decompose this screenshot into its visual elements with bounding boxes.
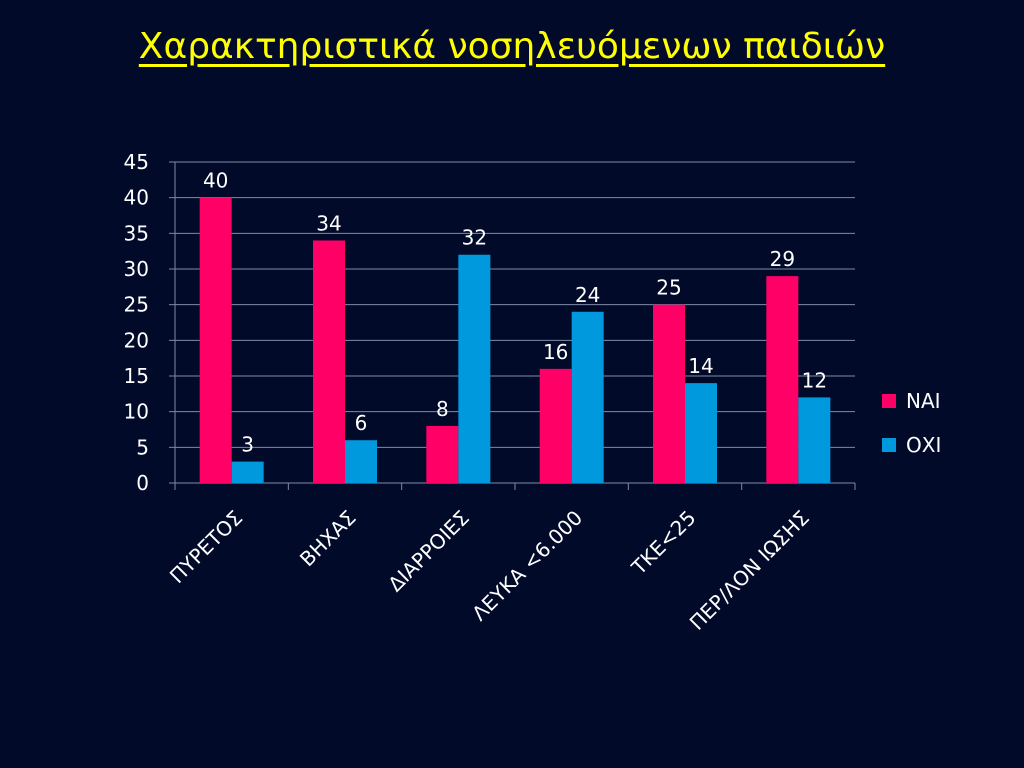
bar-oxi xyxy=(571,311,604,483)
data-label: 6 xyxy=(355,411,368,435)
y-tick-label: 40 xyxy=(124,186,149,210)
bar-nai xyxy=(426,425,459,483)
data-label: 32 xyxy=(462,226,487,250)
legend-label-oxi: ΟΧΙ xyxy=(906,433,941,457)
y-tick-label: 10 xyxy=(124,400,149,424)
data-label: 24 xyxy=(575,283,600,307)
category-label: ΠΕΡ/ΛΟΝ ΙΩΣΗΣ xyxy=(685,506,814,635)
y-tick-label: 15 xyxy=(124,364,149,388)
y-tick-label: 25 xyxy=(124,293,149,317)
bar-oxi xyxy=(231,461,264,483)
bar-oxi xyxy=(798,397,831,483)
slide-title: Χαρακτηριστικά νοσηλευόμενων παιδιών xyxy=(138,26,886,67)
category-label: ΠΥΡΕΤΟΣ xyxy=(165,506,247,588)
data-label: 14 xyxy=(688,354,713,378)
category-label: ΤΚΕ<25 xyxy=(626,506,700,580)
legend-swatch-oxi xyxy=(882,438,896,452)
bar-nai xyxy=(313,240,345,483)
category-label: ΛΕΥΚΑ <6.000 xyxy=(467,506,587,626)
bar-nai xyxy=(199,197,232,483)
data-label: 40 xyxy=(203,169,228,193)
category-label: ΔΙΑΡΡΟΙΕΣ xyxy=(383,506,474,597)
data-label: 29 xyxy=(770,247,795,271)
data-label: 16 xyxy=(543,340,568,364)
legend-label-nai: ΝΑΙ xyxy=(906,389,941,413)
bar-nai xyxy=(653,304,685,483)
bar-nai xyxy=(539,368,572,483)
y-tick-label: 0 xyxy=(136,471,149,495)
y-tick-label: 20 xyxy=(124,328,149,352)
y-tick-label: 5 xyxy=(136,435,149,459)
y-tick-label: 35 xyxy=(124,221,149,245)
bar-oxi xyxy=(458,254,491,483)
bar-oxi xyxy=(685,383,717,483)
category-label: ΒΗΧΑΣ xyxy=(295,506,361,572)
y-tick-label: 45 xyxy=(124,150,149,174)
y-tick-label: 30 xyxy=(124,257,149,281)
data-label: 3 xyxy=(241,433,254,457)
bar-nai xyxy=(766,276,799,483)
legend-swatch-nai xyxy=(882,394,896,408)
data-label: 12 xyxy=(802,368,827,392)
data-label: 34 xyxy=(316,211,341,235)
bar-oxi xyxy=(345,440,377,483)
data-label: 25 xyxy=(656,276,681,300)
data-label: 8 xyxy=(436,397,449,421)
